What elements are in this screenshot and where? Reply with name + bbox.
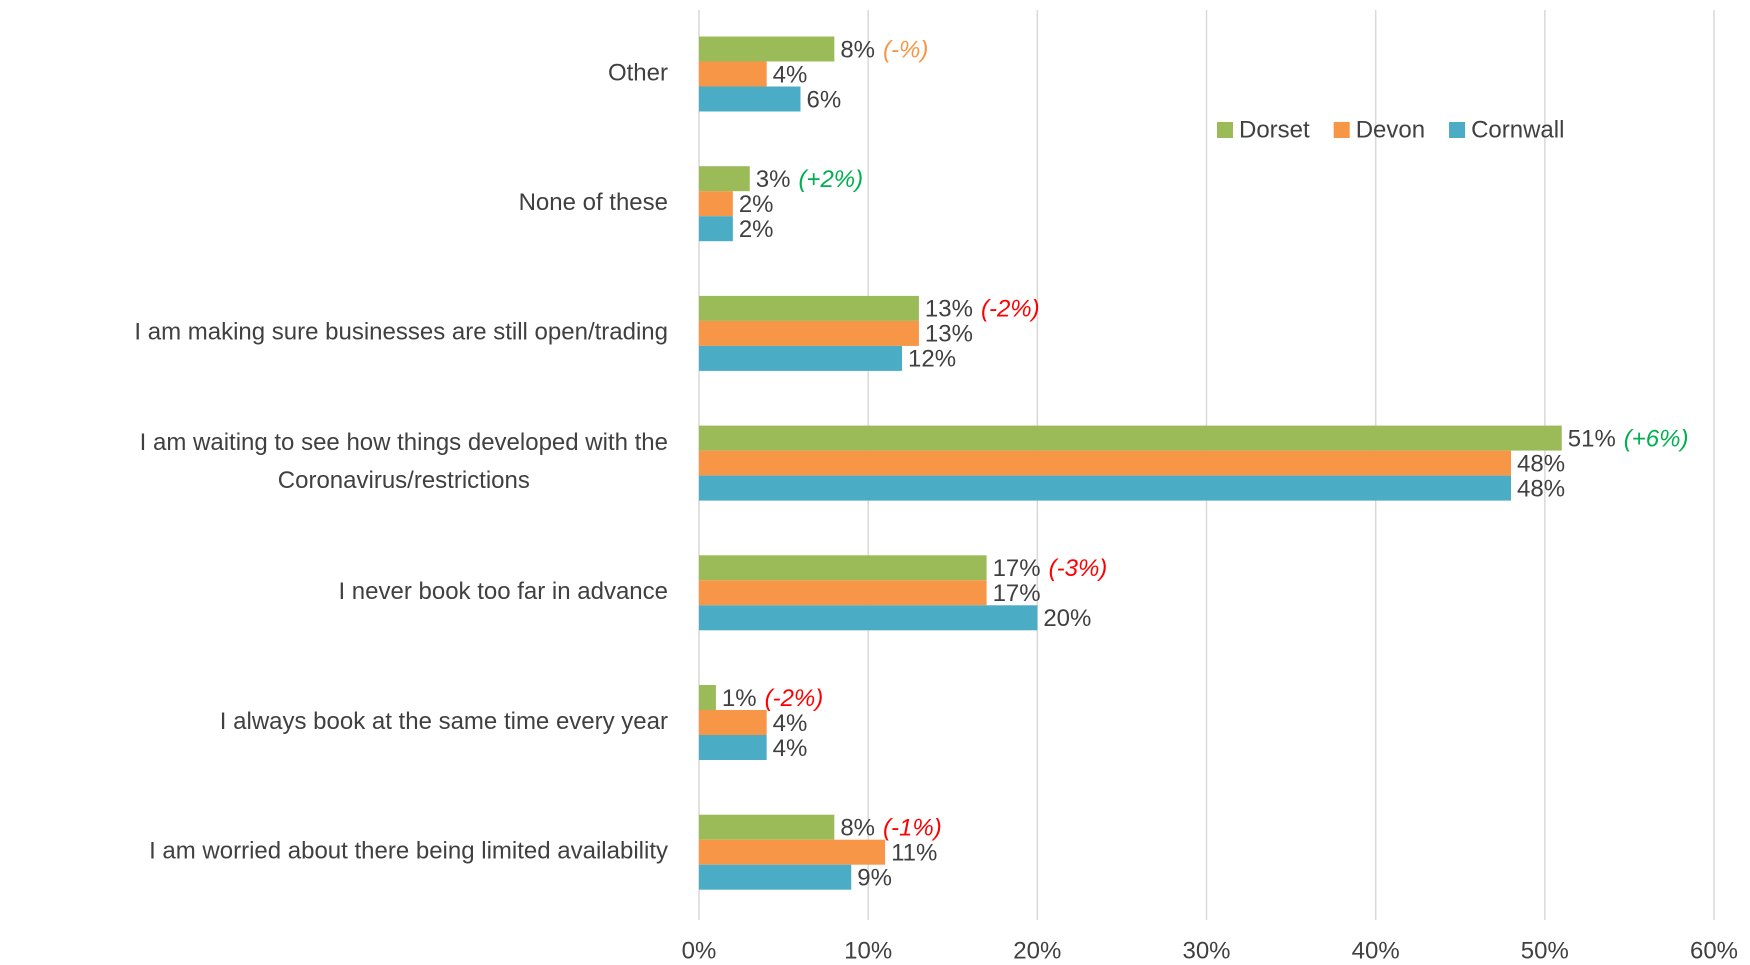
annotation: (-3%) — [1049, 555, 1108, 582]
value-label: 12% — [908, 346, 956, 373]
bar — [699, 735, 767, 760]
legend-label: Devon — [1356, 116, 1425, 143]
category-label: I am making sure businesses are still op… — [134, 319, 668, 346]
value-label: 13% — [925, 296, 973, 323]
bar — [699, 580, 987, 606]
annotation: (+6%) — [1624, 425, 1689, 452]
value-label: 8% — [840, 815, 875, 842]
category-label: None of these — [519, 189, 668, 216]
category-label: Other — [608, 59, 668, 86]
x-tick-label: 40% — [1352, 937, 1400, 964]
value-label: 9% — [857, 865, 892, 892]
value-label: 48% — [1517, 450, 1565, 477]
bar — [699, 839, 886, 865]
category-label: I am worried about there being limited a… — [149, 838, 668, 865]
legend-swatch — [1449, 122, 1466, 138]
value-label: 4% — [773, 735, 808, 762]
bar — [699, 295, 919, 321]
annotation: (-1%) — [883, 815, 942, 842]
category-label-line: I am waiting to see how things developed… — [140, 429, 668, 456]
legend-label: Dorset — [1239, 116, 1310, 143]
bar — [699, 191, 733, 217]
annotation: (-2%) — [765, 685, 824, 712]
value-label: 2% — [739, 191, 774, 218]
bar — [699, 86, 801, 112]
annotation: (-%) — [883, 36, 928, 63]
x-tick-label: 60% — [1690, 937, 1738, 964]
value-label: 4% — [773, 710, 808, 737]
bar — [699, 864, 852, 890]
value-label: 3% — [756, 166, 791, 193]
annotation: (-2%) — [981, 296, 1040, 323]
bar — [699, 425, 1562, 451]
bar — [699, 61, 767, 87]
bar — [699, 685, 716, 710]
bar — [699, 814, 835, 840]
x-tick-label: 20% — [1013, 937, 1061, 964]
legend-label: Cornwall — [1471, 116, 1564, 143]
annotation: (+2%) — [798, 166, 863, 193]
bar — [699, 36, 835, 62]
category-label: I always book at the same time every yea… — [220, 708, 668, 735]
value-label: 1% — [722, 685, 757, 712]
value-label: 6% — [807, 86, 842, 113]
value-label: 51% — [1568, 425, 1616, 452]
value-label: 2% — [739, 216, 774, 243]
legend-swatch — [1217, 122, 1233, 138]
bar — [699, 555, 987, 581]
bar — [699, 605, 1038, 631]
category-label: I am waiting to see how things developed… — [140, 429, 668, 494]
bar — [699, 345, 902, 371]
value-label: 8% — [840, 36, 875, 63]
value-label: 13% — [925, 321, 973, 348]
category-label: I never book too far in advance — [338, 578, 668, 605]
x-tick-label: 0% — [682, 937, 717, 964]
bar — [699, 710, 767, 735]
value-label: 20% — [1043, 605, 1091, 632]
bar — [699, 475, 1511, 501]
value-label: 11% — [891, 840, 937, 867]
bar — [699, 216, 733, 242]
x-tick-label: 10% — [844, 937, 892, 964]
value-label: 17% — [993, 580, 1041, 607]
category-label-line: Coronavirus/restrictions — [278, 467, 530, 494]
value-label: 48% — [1517, 475, 1565, 502]
bar — [699, 166, 750, 192]
x-tick-label: 30% — [1182, 937, 1230, 964]
bar — [699, 450, 1511, 476]
bar — [699, 320, 919, 346]
value-label: 4% — [773, 61, 808, 88]
value-label: 17% — [993, 555, 1041, 582]
x-tick-label: 50% — [1521, 937, 1569, 964]
legend-swatch — [1333, 122, 1350, 138]
